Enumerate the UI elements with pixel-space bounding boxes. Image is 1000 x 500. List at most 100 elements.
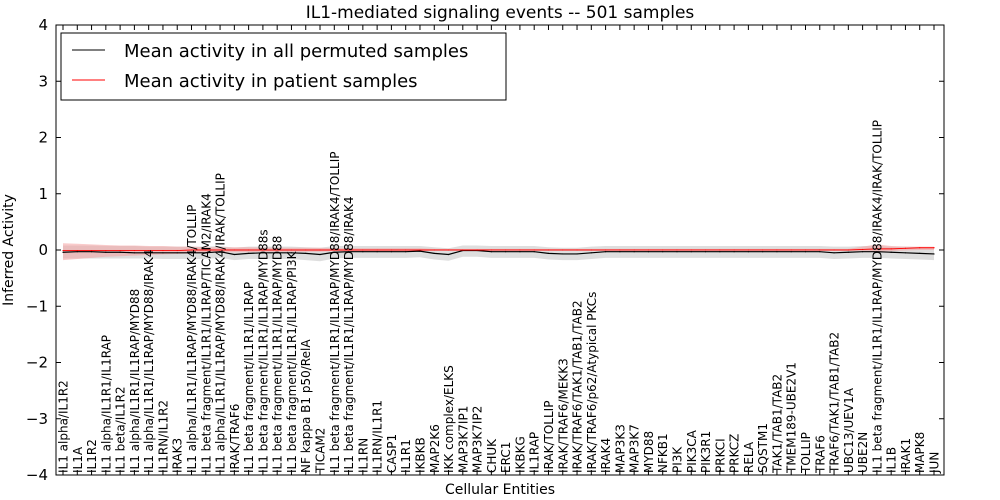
data-point bbox=[462, 249, 464, 251]
data-point bbox=[305, 252, 307, 254]
data-point bbox=[662, 249, 664, 251]
x-tick-label: IL1 alpha/IL1R1/IL1RAP/MYD88/IRAK4/IRAK/… bbox=[214, 173, 228, 473]
data-point bbox=[833, 252, 835, 254]
x-tick-label: IRAK/TOLLIP bbox=[542, 401, 556, 473]
x-tick-label: MYD88 bbox=[642, 431, 656, 473]
data-point bbox=[176, 252, 178, 254]
data-point bbox=[148, 249, 150, 252]
data-point bbox=[633, 251, 635, 253]
data-point bbox=[90, 251, 93, 253]
x-tick-label: IL1 alpha/IL1R1/IL1RAP bbox=[99, 335, 113, 473]
data-point bbox=[604, 251, 607, 253]
data-point bbox=[933, 253, 935, 255]
x-tick-label: IL1RN bbox=[356, 438, 370, 473]
data-point bbox=[519, 249, 521, 251]
legend-label-patient: Mean activity in patient samples bbox=[124, 71, 418, 92]
x-tick-label: IKBKG bbox=[513, 436, 527, 473]
data-point bbox=[319, 253, 321, 256]
data-point bbox=[547, 252, 550, 254]
x-tick-label: TRAF6/TAK1/TAB1/TAB2 bbox=[828, 332, 842, 474]
x-tick-label: IRAK1 bbox=[899, 438, 913, 473]
x-tick-label: TRAF6 bbox=[813, 435, 827, 474]
data-point bbox=[148, 252, 150, 254]
data-point bbox=[390, 251, 393, 253]
data-point bbox=[190, 252, 193, 254]
data-point bbox=[133, 249, 135, 252]
x-tick-label: MAPK8 bbox=[913, 432, 927, 473]
line-permuted bbox=[62, 249, 935, 256]
data-point bbox=[476, 249, 478, 251]
data-point bbox=[719, 249, 721, 251]
data-point bbox=[562, 253, 564, 255]
x-tick-label: IL1 beta fragment/IL1R1/IL1RAP/MYD88/IRA… bbox=[328, 152, 342, 473]
legend-box bbox=[60, 32, 507, 101]
data-point bbox=[590, 252, 592, 254]
data-point bbox=[819, 251, 821, 253]
y-tick-label: 2 bbox=[38, 129, 48, 147]
x-tick-label: MAP3K7 bbox=[628, 424, 642, 473]
data-point bbox=[890, 248, 892, 250]
data-point bbox=[447, 249, 450, 251]
data-point bbox=[419, 249, 421, 251]
x-tick-label: IL1R2 bbox=[85, 439, 99, 473]
y-tick-label: 4 bbox=[38, 16, 48, 34]
data-point bbox=[505, 251, 507, 253]
x-tick-label: TMEM189-UBE2V1 bbox=[785, 362, 799, 474]
data-point bbox=[719, 251, 721, 253]
confidence-bands bbox=[63, 243, 934, 262]
x-tick-label: SQSTM1 bbox=[756, 423, 770, 473]
x-tick-label: IKK complex/ELKS bbox=[442, 365, 456, 473]
data-point bbox=[505, 249, 507, 251]
x-tick-label: IKBKB bbox=[413, 437, 427, 473]
data-point bbox=[219, 251, 221, 253]
data-point bbox=[219, 249, 221, 251]
data-point bbox=[604, 249, 607, 251]
data-point bbox=[862, 251, 864, 253]
data-point bbox=[904, 252, 907, 254]
x-tick-label: JUN bbox=[928, 452, 942, 474]
y-tick-label: −4 bbox=[26, 466, 48, 484]
data-point bbox=[933, 247, 935, 249]
data-point bbox=[762, 249, 764, 251]
data-point bbox=[405, 251, 407, 253]
data-point bbox=[405, 249, 407, 251]
data-point bbox=[419, 250, 421, 252]
data-point bbox=[276, 252, 278, 254]
data-point bbox=[162, 252, 164, 254]
data-point bbox=[662, 251, 664, 253]
data-point bbox=[76, 249, 78, 252]
data-point bbox=[305, 249, 307, 251]
data-point bbox=[776, 249, 778, 251]
x-tick-label: IRAK4 bbox=[599, 438, 613, 473]
data-point bbox=[490, 251, 492, 253]
x-tick-label: IL1A bbox=[71, 446, 85, 473]
data-point bbox=[176, 249, 178, 252]
data-point bbox=[747, 251, 749, 253]
data-point bbox=[804, 249, 807, 251]
data-point bbox=[619, 251, 621, 253]
data-point bbox=[233, 249, 235, 251]
x-tick-label: MAP3K3 bbox=[613, 424, 627, 473]
data-point bbox=[433, 249, 435, 251]
data-point bbox=[248, 252, 250, 254]
data-point bbox=[162, 249, 164, 252]
data-point bbox=[90, 249, 93, 252]
x-tick-label: PRKCZ bbox=[728, 434, 742, 473]
x-tick-label: CHUK bbox=[485, 438, 499, 473]
data-point bbox=[119, 249, 121, 252]
y-tick-label: 3 bbox=[38, 72, 48, 90]
x-tick-label: IL1 beta fragment/IL1R1/IL1RAP/MYD88/IRA… bbox=[870, 120, 884, 473]
x-tick-label: MAP3K7IP2 bbox=[471, 406, 485, 473]
y-axis: −4 −3 −2 −1 0 1 2 3 4 bbox=[26, 16, 944, 484]
data-point bbox=[619, 249, 621, 251]
data-point bbox=[633, 249, 635, 251]
x-tick-label: IL1 alpha/IL1R2 bbox=[57, 380, 71, 473]
data-point bbox=[790, 251, 792, 253]
x-tick-label: IL1RAP bbox=[528, 432, 542, 473]
data-point bbox=[347, 249, 350, 251]
x-tick-label: PIK3CA bbox=[685, 429, 699, 473]
data-point bbox=[190, 249, 193, 251]
x-tick-label: TICAM2 bbox=[314, 428, 328, 474]
data-point bbox=[647, 251, 650, 253]
